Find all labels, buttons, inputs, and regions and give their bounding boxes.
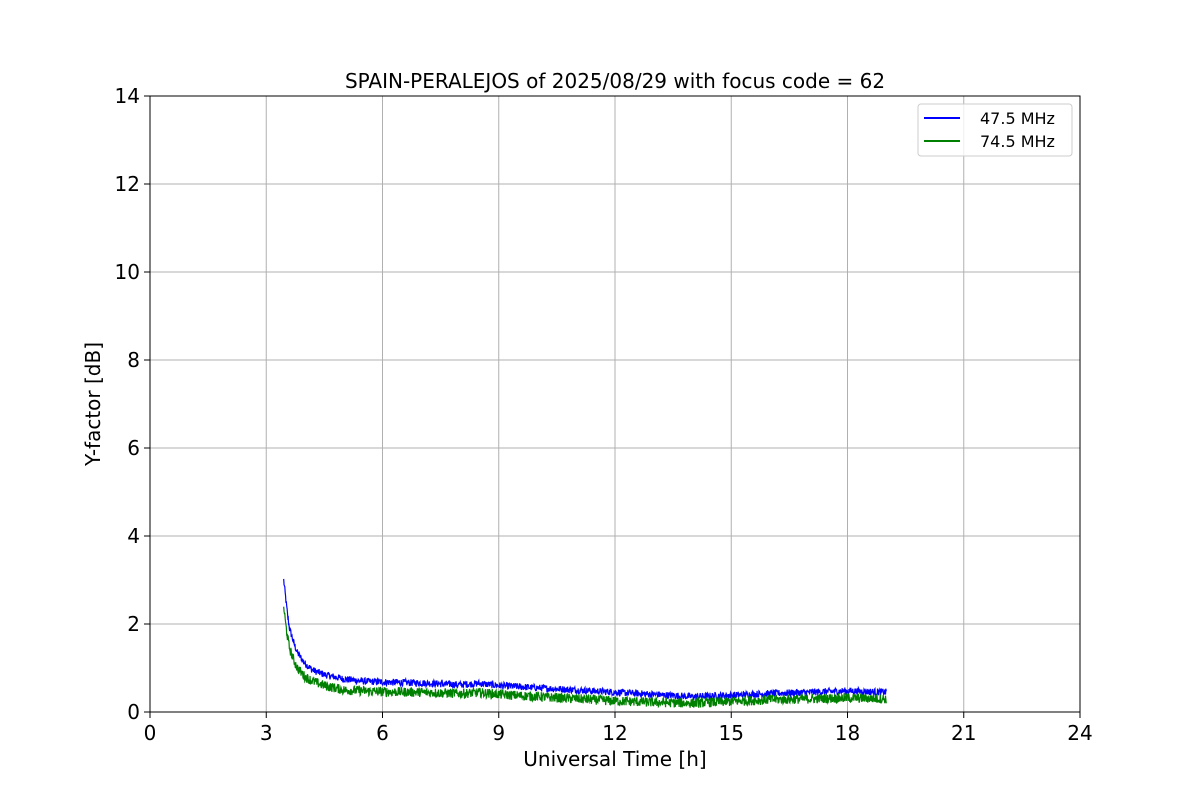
x-tick-label: 18 (835, 721, 860, 745)
legend: 47.5 MHz 74.5 MHz (917, 103, 1073, 157)
x-tick-label: 3 (260, 721, 273, 745)
x-tick-label: 0 (144, 721, 157, 745)
x-tick-label: 24 (1067, 721, 1092, 745)
legend-label: 47.5 MHz (980, 109, 1055, 128)
x-tick-label: 9 (492, 721, 505, 745)
y-tick-label: 4 (127, 524, 140, 548)
chart-title: SPAIN-PERALEJOS of 2025/08/29 with focus… (345, 69, 885, 93)
x-tick-label: 21 (951, 721, 976, 745)
y-tick-label: 10 (115, 260, 140, 284)
y-axis-label: Y-factor [dB] (81, 342, 105, 467)
y-tick-label: 2 (127, 612, 140, 636)
series-line-1 (283, 578, 887, 702)
y-tick-label: 12 (115, 172, 140, 196)
x-tick-label: 12 (602, 721, 627, 745)
y-tick-label: 8 (127, 348, 140, 372)
x-axis-label: Universal Time [h] (523, 747, 706, 771)
series-layer (283, 578, 887, 709)
y-tick-label: 0 (127, 700, 140, 724)
y-tick-label: 14 (115, 84, 140, 108)
legend-label: 74.5 MHz (980, 132, 1055, 151)
series-line-2 (283, 606, 887, 709)
x-tick-label: 6 (376, 721, 389, 745)
y-tick-label: 6 (127, 436, 140, 460)
x-tick-label: 15 (719, 721, 744, 745)
